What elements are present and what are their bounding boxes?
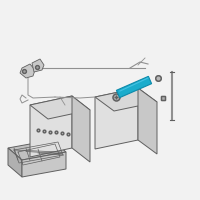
Polygon shape bbox=[138, 88, 157, 154]
Polygon shape bbox=[116, 76, 152, 98]
Polygon shape bbox=[22, 152, 66, 177]
Polygon shape bbox=[95, 88, 157, 111]
Polygon shape bbox=[95, 88, 138, 149]
Polygon shape bbox=[72, 96, 90, 162]
Polygon shape bbox=[8, 148, 22, 177]
Polygon shape bbox=[32, 59, 44, 72]
Polygon shape bbox=[20, 64, 35, 78]
Polygon shape bbox=[30, 96, 72, 157]
Polygon shape bbox=[30, 96, 90, 119]
Polygon shape bbox=[8, 140, 66, 160]
